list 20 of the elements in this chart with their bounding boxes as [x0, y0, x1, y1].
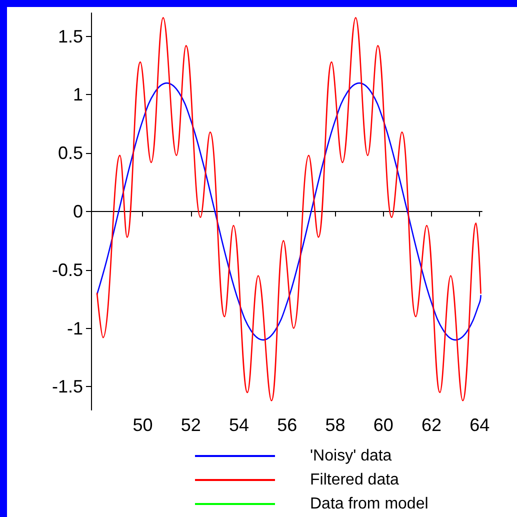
legend-label: 'Noisy' data	[310, 448, 392, 464]
y-tick-label: 1	[72, 84, 83, 105]
x-tick-label: 64	[470, 415, 490, 435]
x-tick-label: 54	[228, 415, 249, 435]
y-tick-label: 0	[72, 202, 83, 222]
x-tick-label: 50	[132, 415, 153, 435]
legend-label: Data from model	[310, 496, 428, 512]
x-tick-label: 62	[421, 415, 442, 435]
y-tick-label: 0.5	[58, 143, 83, 164]
y-tick-label: -0.5	[52, 260, 83, 280]
y-tick-label: 1.5	[58, 26, 83, 46]
x-tick-label: 58	[325, 415, 346, 435]
x-tick-label: 56	[277, 415, 298, 435]
x-tick-label: 52	[180, 415, 201, 435]
x-tick-label: 60	[373, 415, 394, 435]
line-series	[96, 17, 482, 402]
line-series	[96, 82, 482, 341]
y-tick-label: -1.5	[52, 376, 83, 397]
legend-label: Filtered data	[310, 472, 400, 488]
y-tick-label: -1	[66, 318, 83, 338]
